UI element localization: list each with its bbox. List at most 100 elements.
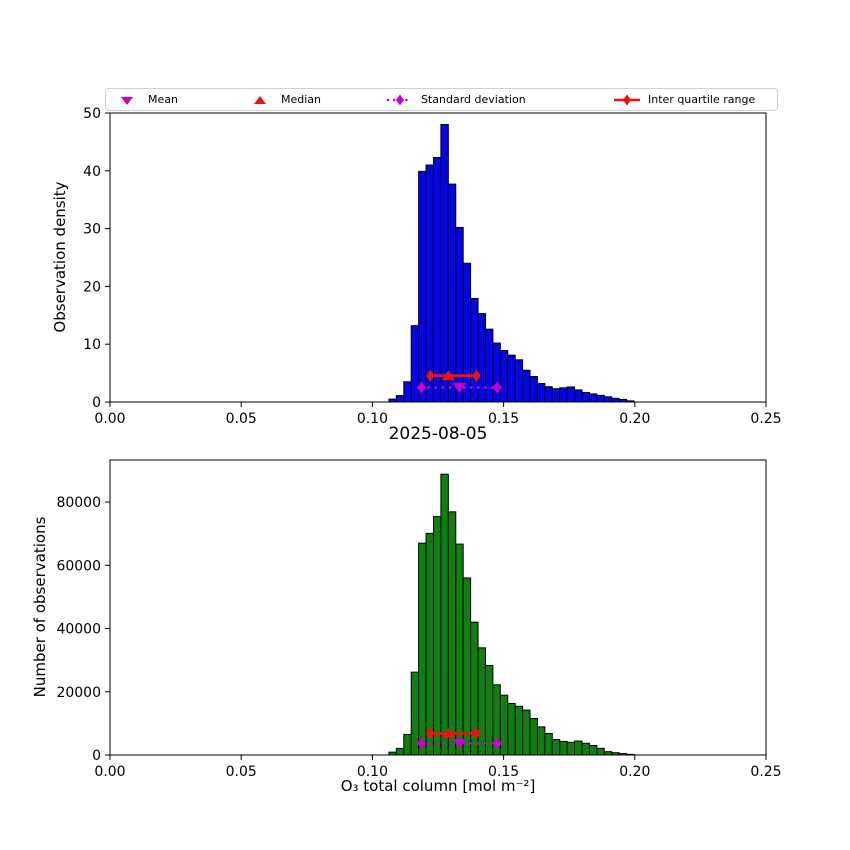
histogram-bar — [432, 157, 442, 403]
histogram-bar — [484, 328, 494, 403]
histogram-bar — [507, 702, 516, 756]
median-marker — [441, 727, 455, 738]
std-high-marker — [492, 737, 502, 750]
histogram-bar — [559, 740, 568, 756]
histogram-bar — [522, 369, 531, 403]
bottom-y-axis-label: Number of observations — [31, 516, 49, 698]
histogram-bar — [559, 387, 568, 403]
histogram-bar — [418, 542, 427, 756]
y-tick-label: 50 — [83, 106, 101, 122]
legend-item-label: Mean — [148, 93, 178, 106]
y-tick-label: 60000 — [56, 558, 101, 574]
x-tick-label: 0.15 — [488, 411, 519, 427]
legend-item-std: Standard deviation — [385, 89, 526, 110]
top-chart: 0.00 0.05 0.10 0.15 0.20 0.25 0 10 20 30 40 50 — [83, 106, 781, 427]
stat-markers — [416, 727, 502, 750]
x-axis-label: O₃ total column [mol m⁻²] — [340, 777, 536, 795]
histogram-bar — [514, 705, 524, 756]
iqr-high-marker — [471, 727, 481, 740]
histogram-bar — [395, 395, 405, 403]
histogram-bars — [388, 473, 635, 756]
histogram-bars — [388, 124, 635, 403]
iqr-low-marker — [425, 369, 435, 382]
y-tick-label: 0 — [92, 395, 101, 411]
y-tick-label: 80000 — [56, 495, 101, 511]
median-marker-icon — [254, 95, 266, 104]
iqr-marker-icon — [614, 94, 640, 105]
x-tick-label: 0.00 — [94, 764, 125, 780]
top-y-axis-label: Observation density — [51, 181, 69, 333]
legend-item-mean: Mean — [112, 89, 178, 110]
x-axis: 0.00 0.05 0.10 0.15 0.20 0.25 — [94, 402, 782, 427]
histogram-bar — [499, 694, 509, 756]
y-axis: 0 10 20 30 40 50 — [83, 106, 110, 411]
histogram-bar — [544, 733, 553, 756]
histogram-bar — [551, 388, 561, 403]
iqr-low-marker — [425, 727, 435, 740]
x-axis: 0.00 0.05 0.10 0.15 0.20 0.25 — [94, 755, 782, 780]
histogram-bar — [492, 342, 501, 403]
histogram-bar — [418, 170, 427, 403]
histogram-bar — [499, 350, 509, 403]
x-tick-label: 0.10 — [357, 411, 388, 427]
y-tick-label: 30 — [83, 222, 101, 238]
y-tick-label: 20000 — [56, 685, 101, 701]
histogram-bar — [425, 164, 434, 403]
histogram-bar — [596, 747, 605, 756]
histogram-bar — [514, 359, 524, 403]
histogram-bar — [544, 386, 553, 403]
std-marker-icon — [386, 94, 414, 105]
histogram-bar — [432, 516, 442, 756]
mean-marker-icon — [121, 96, 133, 105]
y-tick-label: 40000 — [56, 622, 101, 638]
histogram-bar — [551, 739, 561, 756]
mean-marker — [453, 383, 467, 394]
histogram-bar — [462, 262, 472, 403]
legend-item-label: Standard deviation — [421, 93, 526, 106]
x-tick-label: 0.05 — [226, 764, 257, 780]
histogram-bar — [403, 733, 412, 756]
x-tick-label: 0.15 — [488, 764, 519, 780]
figure-title: 2025-08-05 — [388, 424, 488, 444]
histogram-bar — [447, 183, 457, 403]
legend: Mean Median Standard deviation Inter qua… — [105, 88, 778, 111]
x-tick-label: 0.20 — [619, 764, 650, 780]
x-tick-label: 0.25 — [750, 411, 781, 427]
legend-item-iqr: Inter quartile range — [612, 89, 755, 110]
histogram-bar — [403, 381, 412, 403]
histogram-bar — [477, 313, 486, 403]
std-low-marker — [416, 737, 426, 750]
histogram-bar — [588, 393, 598, 403]
histogram-bar — [395, 747, 405, 756]
std-low-marker — [416, 381, 426, 394]
histogram-bar — [536, 726, 546, 756]
x-tick-label: 0.25 — [750, 764, 781, 780]
histogram-bar — [410, 325, 420, 403]
y-tick-label: 0 — [92, 748, 101, 764]
std-high-marker — [492, 381, 502, 394]
histogram-bar — [581, 742, 590, 756]
histogram-bar — [529, 717, 538, 756]
x-tick-label: 0.20 — [619, 411, 650, 427]
x-tick-label: 0.05 — [226, 411, 257, 427]
legend-item-label: Median — [281, 93, 322, 106]
histogram-bar — [440, 124, 449, 403]
histogram-bar — [581, 391, 590, 403]
axes-frame — [109, 112, 767, 403]
x-tick-label: 0.00 — [94, 411, 125, 427]
iqr-high-marker — [471, 369, 481, 382]
histogram-bar — [566, 386, 576, 403]
histogram-bar — [529, 376, 538, 403]
histogram-bar — [566, 741, 576, 756]
histogram-bar — [574, 389, 583, 403]
y-tick-label: 20 — [83, 279, 101, 295]
stat-markers — [416, 369, 502, 394]
histogram-bar — [588, 745, 598, 756]
legend-item-label: Inter quartile range — [648, 93, 756, 106]
histogram-bar — [447, 511, 457, 756]
histogram-bar — [507, 354, 516, 403]
histogram-bar — [477, 647, 486, 756]
bottom-chart: 0.00 0.05 0.10 0.15 0.20 0.25 0 20000 40000 60000… — [56, 459, 782, 780]
